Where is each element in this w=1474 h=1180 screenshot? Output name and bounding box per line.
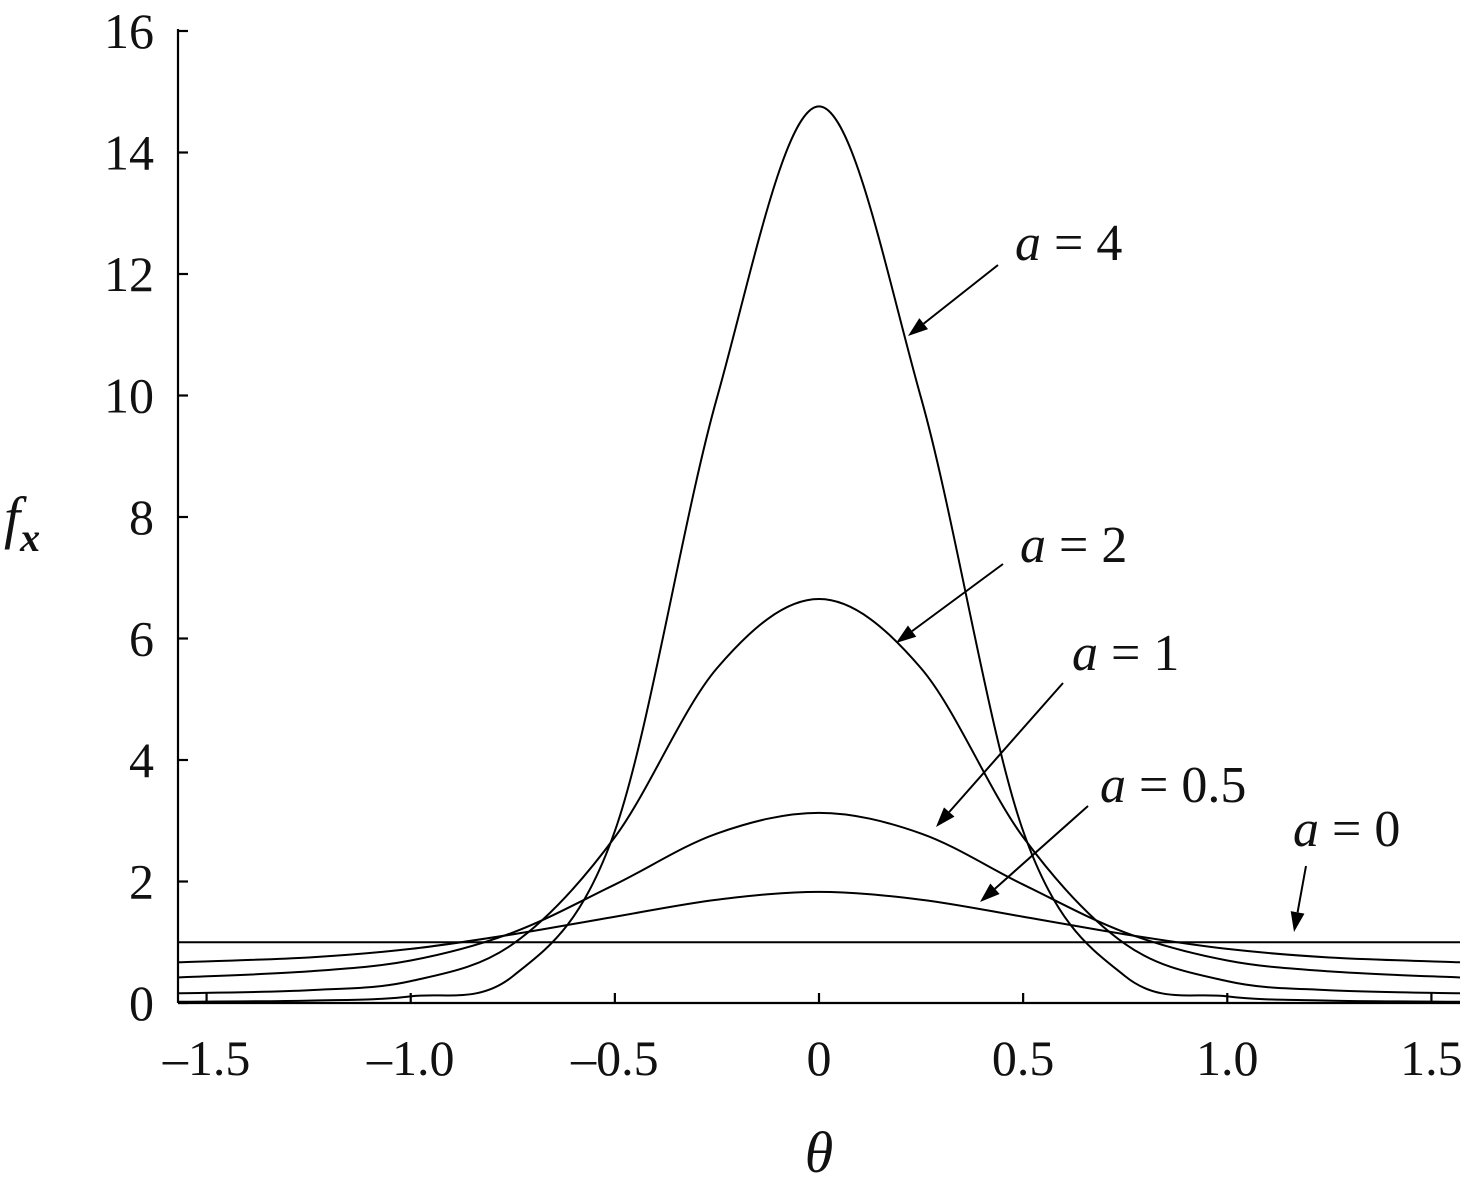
x-tick-label: –0.5	[570, 1030, 659, 1086]
arrowhead-a0	[1290, 911, 1305, 932]
curve-label-value: = 0	[1319, 801, 1400, 858]
pointer-arrow-a1	[948, 682, 1064, 813]
arrowhead-a2	[896, 625, 917, 643]
curve-label-variable: a	[1020, 517, 1046, 574]
curve-label-value: = 1	[1098, 625, 1179, 682]
series-line-a0-5	[177, 890, 1461, 964]
curve-annotations: a = 4a = 2a = 1a = 0.5a = 0	[896, 215, 1400, 932]
y-tick-label: 16	[104, 3, 154, 59]
plot-area	[177, 105, 1461, 1003]
y-tick-label: 14	[104, 125, 154, 181]
x-tick-label: 1.0	[1196, 1030, 1259, 1086]
y-axis-title-subscript: x	[19, 515, 40, 560]
arrowhead-a1	[936, 807, 955, 827]
x-axis-ticks: –1.5 –1.0 –0.5 0 0.5 1.0 1.5	[162, 993, 1463, 1086]
y-tick-label: 6	[129, 611, 154, 667]
x-tick-label: 1.5	[1400, 1030, 1463, 1086]
curve-label-variable: a	[1293, 801, 1319, 858]
arrowhead-a0-5	[980, 883, 1000, 902]
pointer-arrow-a2	[911, 563, 1004, 632]
pointer-arrow-a0	[1296, 865, 1307, 913]
curve-label-a1: a = 1	[1072, 625, 1179, 682]
y-tick-label: 2	[129, 854, 154, 910]
y-tick-label: 12	[104, 246, 154, 302]
curve-label-value: = 0.5	[1126, 757, 1246, 814]
y-tick-label: 0	[129, 975, 154, 1031]
curve-label-variable: a	[1100, 757, 1126, 814]
y-axis-title: fx	[4, 485, 40, 560]
y-axis-ticks: 0 2 4 6 8 10 12 14 16	[104, 3, 188, 1031]
y-tick-label: 8	[129, 489, 154, 545]
curve-label-variable: a	[1072, 625, 1098, 682]
series-line-a2	[177, 598, 1461, 995]
curve-label-a4: a = 4	[1015, 215, 1122, 272]
x-tick-label: 0.5	[992, 1030, 1055, 1086]
pointer-arrow-a4	[923, 264, 999, 325]
x-tick-label: –1.5	[162, 1030, 251, 1086]
pointer-arrow-a0-5	[994, 805, 1089, 890]
curve-label-value: = 2	[1046, 517, 1127, 574]
axes	[176, 29, 1460, 1005]
curve-label-variable: a	[1015, 215, 1041, 272]
x-tick-label: 0	[807, 1030, 832, 1086]
series-line-a1	[177, 811, 1461, 979]
x-axis-title: θ	[805, 1120, 834, 1180]
curve-label-a2: a = 2	[1020, 517, 1127, 574]
arrowhead-a4	[908, 318, 929, 336]
y-tick-label: 4	[129, 732, 154, 788]
curve-label-value: = 4	[1041, 215, 1122, 272]
x-tick-label: –1.0	[366, 1030, 455, 1086]
curve-label-a0-5: a = 0.5	[1100, 757, 1246, 814]
series-line-a4	[177, 105, 1461, 1003]
curve-label-a0: a = 0	[1293, 801, 1400, 858]
y-tick-label: 10	[104, 368, 154, 424]
